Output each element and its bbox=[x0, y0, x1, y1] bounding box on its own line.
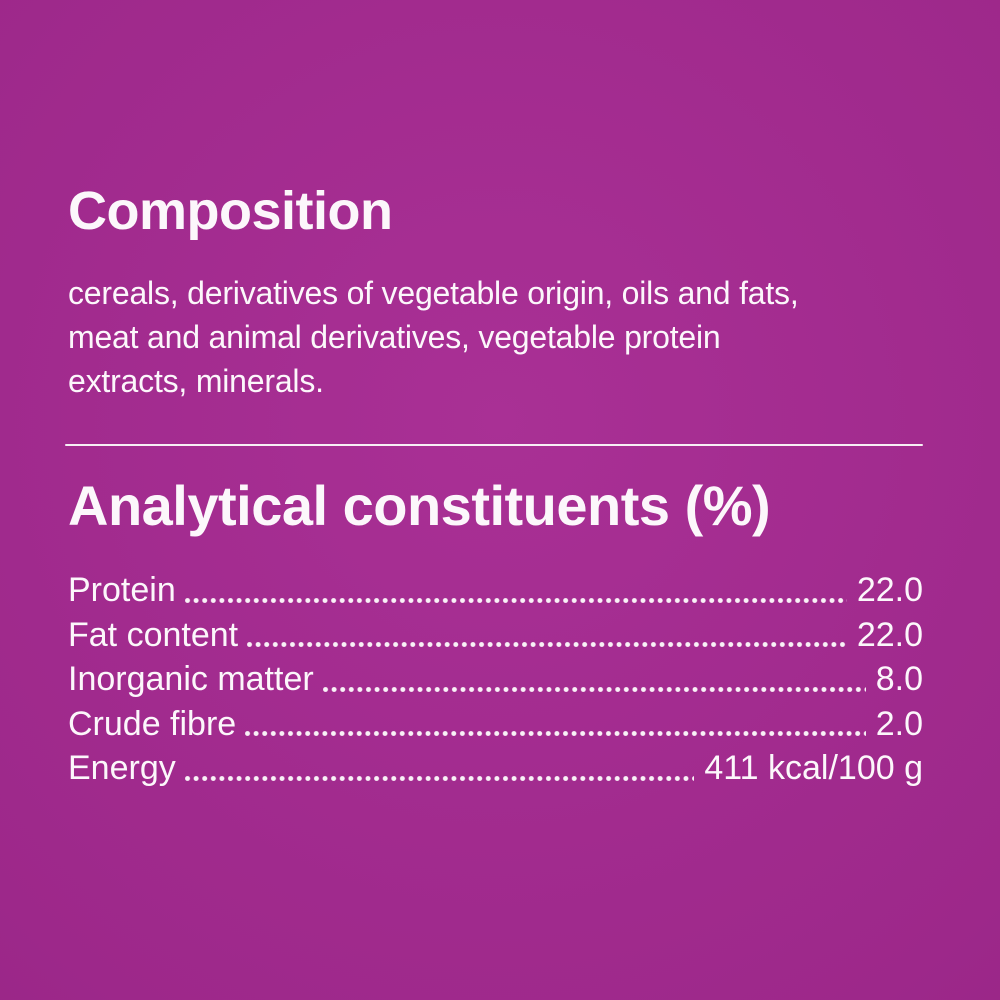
dotted-leader bbox=[247, 642, 847, 648]
table-row: Energy 411 kcal/100 g bbox=[68, 746, 923, 791]
table-row: Crude fibre 2.0 bbox=[68, 702, 923, 747]
composition-title: Composition bbox=[68, 181, 393, 241]
row-label: Crude fibre bbox=[68, 704, 237, 743]
row-value: 2.0 bbox=[875, 704, 923, 743]
dotted-leader bbox=[184, 597, 847, 603]
row-value: 22.0 bbox=[856, 571, 923, 609]
row-label: Inorganic matter bbox=[68, 660, 314, 699]
table-row: Inorganic matter 8.0 bbox=[68, 657, 923, 702]
dotted-leader bbox=[184, 775, 695, 781]
composition-body-line: extracts, minerals. bbox=[68, 363, 324, 399]
row-value: 8.0 bbox=[875, 660, 923, 699]
dotted-leader bbox=[322, 686, 866, 692]
analytical-title: Analytical constituents (%) bbox=[68, 474, 771, 537]
analytical-rows: Protein 22.0 Fat content 22.0 Inorganic … bbox=[68, 568, 923, 791]
table-row: Fat content 22.0 bbox=[68, 613, 923, 658]
row-value: 22.0 bbox=[856, 615, 923, 654]
dotted-leader bbox=[245, 731, 866, 737]
composition-body: cereals, derivatives of vegetable origin… bbox=[68, 271, 799, 403]
composition-body-line: cereals, derivatives of vegetable origin… bbox=[68, 275, 799, 311]
row-label: Protein bbox=[68, 571, 176, 609]
composition-body-line: meat and animal derivatives, vegetable p… bbox=[68, 319, 721, 355]
row-label: Fat content bbox=[68, 615, 239, 654]
row-value: 411 kcal/100 g bbox=[704, 749, 923, 788]
table-row: Protein 22.0 bbox=[68, 568, 923, 613]
row-label: Energy bbox=[68, 749, 176, 788]
section-divider bbox=[65, 444, 923, 446]
